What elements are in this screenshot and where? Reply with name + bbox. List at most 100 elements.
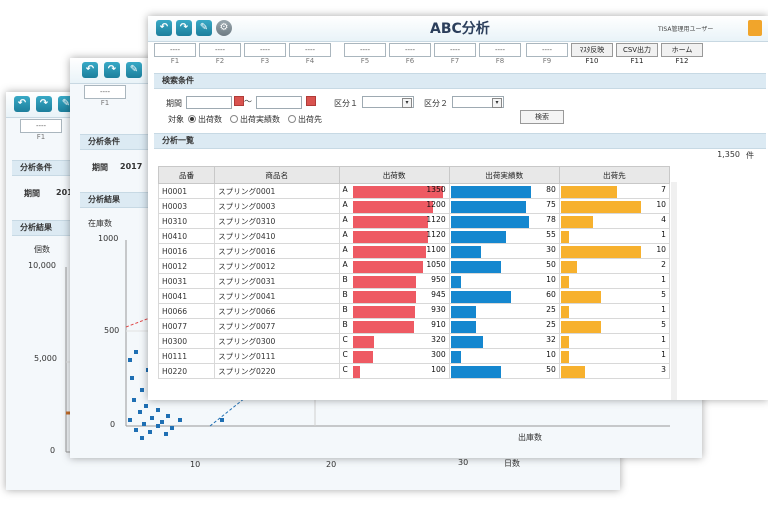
period-to-input[interactable] (256, 96, 302, 109)
fkey-f2-button[interactable]: ---- (199, 43, 241, 57)
forward-icon[interactable]: ↷ (36, 96, 52, 112)
dest-cell: 7 (558, 183, 671, 199)
fkey-f9[interactable]: ---- F9 (526, 43, 568, 65)
table-row[interactable]: H0066 スプリング0066 B 930 25 1 (157, 303, 671, 319)
column-header[interactable]: 品番 (157, 166, 216, 184)
kubun2-select[interactable]: ▾ (452, 96, 504, 108)
fkey-f1-button[interactable]: ---- (84, 85, 126, 99)
table-row[interactable]: H0041 スプリング0041 B 945 60 5 (157, 288, 671, 304)
fkey-f12[interactable]: ホーム F12 (661, 43, 703, 65)
search-button[interactable]: 検索 (520, 110, 564, 124)
fkey-f4[interactable]: ---- F4 (289, 43, 331, 65)
qty-bar (352, 351, 373, 363)
dest-cell: 4 (558, 213, 671, 229)
actual-bar (450, 201, 526, 213)
fkey-f1[interactable]: ---- F1 (154, 43, 196, 65)
item-code: H0012 (157, 258, 216, 274)
qty-cell: B 930 (338, 303, 450, 319)
fkey-f7-button[interactable]: ---- (434, 43, 476, 57)
chevron-down-icon[interactable]: ▾ (402, 98, 412, 108)
column-header[interactable]: 出荷先 (558, 166, 671, 184)
period-label: 期間 (92, 163, 108, 172)
radio-actual[interactable] (230, 115, 238, 123)
fkey-f9-button[interactable]: ---- (526, 43, 568, 57)
back-icon[interactable]: ↶ (82, 62, 98, 78)
table-row[interactable]: H0077 スプリング0077 B 910 25 5 (157, 318, 671, 334)
item-code: H0410 (157, 228, 216, 244)
fkey-f1-button[interactable]: ---- (154, 43, 196, 57)
edit-icon[interactable]: ✎ (126, 62, 142, 78)
calendar-to-icon[interactable] (306, 96, 316, 106)
qty-cell: A 1350 (338, 183, 450, 199)
kubun1-select[interactable]: ▾ (362, 96, 414, 108)
column-header[interactable]: 出荷数 (338, 166, 450, 184)
logout-icon[interactable] (748, 20, 762, 36)
scatter-point (130, 376, 134, 380)
item-name: スプリング0066 (214, 303, 340, 319)
fkey-f5[interactable]: ---- F5 (344, 43, 386, 65)
fkey-f1[interactable]: ---- F1 (20, 119, 62, 141)
fkey-f10-button[interactable]: ﾏｽﾀ反映 (571, 43, 613, 57)
fkey-f7[interactable]: ---- F7 (434, 43, 476, 65)
chevron-down-icon[interactable]: ▾ (492, 98, 502, 108)
calendar-from-icon[interactable] (234, 96, 244, 106)
x-axis-label: 日数 (504, 459, 520, 468)
fkey-f10[interactable]: ﾏｽﾀ反映 F10 (571, 43, 613, 65)
fkey-f8[interactable]: ---- F8 (479, 43, 521, 65)
item-name: スプリング0012 (214, 258, 340, 274)
fkey-f6[interactable]: ---- F6 (389, 43, 431, 65)
radio-dest[interactable] (288, 115, 296, 123)
table-row[interactable]: H0300 スプリング0300 C 320 32 1 (157, 333, 671, 349)
table-row[interactable]: H0031 スプリング0031 B 950 10 1 (157, 273, 671, 289)
x-tick: 30 (458, 458, 469, 467)
table-row[interactable]: H0016 スプリング0016 A 1100 30 10 (157, 243, 671, 259)
table-row[interactable]: H0003 スプリング0003 A 1200 75 10 (157, 198, 671, 214)
dest-value: 1 (661, 350, 666, 359)
fkey-f11[interactable]: CSV出力 F11 (616, 43, 658, 65)
fkey-f6-button[interactable]: ---- (389, 43, 431, 57)
qty-bar (352, 306, 415, 318)
qty-cell: A 1120 (338, 228, 450, 244)
column-header[interactable]: 商品名 (214, 166, 340, 184)
gear-icon[interactable]: ⚙ (216, 20, 232, 36)
dest-bar (560, 351, 569, 363)
y-tick: 500 (104, 326, 120, 335)
table-scrollbar[interactable] (671, 182, 677, 400)
dest-value: 3 (661, 365, 666, 374)
table-row[interactable]: H0220 スプリング0220 C 100 50 3 (157, 363, 671, 379)
window-header: ↶ ↷ ✎ ⚙ ABC分析 TISA管理用ユーザー (148, 16, 768, 42)
back-icon[interactable]: ↶ (14, 96, 30, 112)
actual-cell: 32 (448, 333, 560, 349)
fkey-f12-button[interactable]: ホーム (661, 43, 703, 57)
scatter-point (178, 418, 182, 422)
actual-cell: 75 (448, 198, 560, 214)
forward-icon[interactable]: ↷ (176, 20, 192, 36)
forward-icon[interactable]: ↷ (104, 62, 120, 78)
period-from-input[interactable] (186, 96, 232, 109)
fkey-f4-button[interactable]: ---- (289, 43, 331, 57)
item-code: H0300 (157, 333, 216, 349)
rank-label: A (342, 245, 348, 254)
fkey-f1-button[interactable]: ---- (20, 119, 62, 133)
table-row[interactable]: H0310 スプリング0310 A 1120 78 4 (157, 213, 671, 229)
item-name: スプリング0111 (214, 348, 340, 364)
qty-cell: C 320 (338, 333, 450, 349)
back-icon[interactable]: ↶ (156, 20, 172, 36)
edit-icon[interactable]: ✎ (196, 20, 212, 36)
table-row[interactable]: H0001 スプリング0001 A 1350 80 7 (157, 183, 671, 199)
fkey-f11-button[interactable]: CSV出力 (616, 43, 658, 57)
fkey-f5-button[interactable]: ---- (344, 43, 386, 57)
fkey-f8-button[interactable]: ---- (479, 43, 521, 57)
radio-qty[interactable] (188, 115, 196, 123)
fkey-f3[interactable]: ---- F3 (244, 43, 286, 65)
actual-cell: 50 (448, 363, 560, 379)
column-header[interactable]: 出荷実績数 (448, 166, 560, 184)
table-row[interactable]: H0012 スプリング0012 A 1050 50 2 (157, 258, 671, 274)
table-row[interactable]: H0410 スプリング0410 A 1120 55 1 (157, 228, 671, 244)
dest-bar (560, 291, 601, 303)
actual-cell: 10 (448, 273, 560, 289)
fkey-f3-button[interactable]: ---- (244, 43, 286, 57)
fkey-f1[interactable]: ---- F1 (84, 85, 126, 107)
fkey-f2[interactable]: ---- F2 (199, 43, 241, 65)
table-row[interactable]: H0111 スプリング0111 C 300 10 1 (157, 348, 671, 364)
